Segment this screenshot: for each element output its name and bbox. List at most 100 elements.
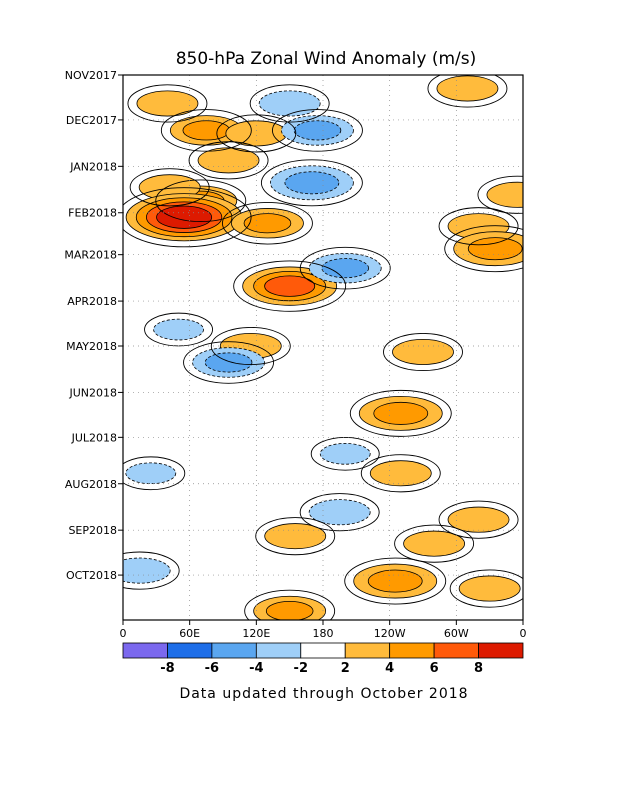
anomaly-contour bbox=[369, 460, 432, 487]
zero-contour bbox=[444, 225, 523, 273]
colorbar-swatch bbox=[122, 642, 168, 659]
y-tick-label: DEC2017 bbox=[66, 114, 117, 127]
zero-contour bbox=[123, 456, 186, 491]
anomaly-contour bbox=[436, 75, 499, 102]
zero-contours bbox=[123, 75, 523, 620]
x-tick-label: 120W bbox=[374, 627, 406, 640]
colorbar-swatch bbox=[167, 642, 213, 659]
x-tick-label: 60W bbox=[444, 627, 469, 640]
x-tick-label: 0 bbox=[520, 627, 527, 640]
zero-contour bbox=[438, 500, 519, 539]
x-tick-label: 60E bbox=[179, 627, 200, 640]
zero-contour bbox=[155, 179, 247, 223]
zero-contour bbox=[129, 168, 210, 207]
anomaly-contour bbox=[447, 506, 510, 533]
zero-contour bbox=[477, 175, 523, 214]
x-axis: 0 60E 120E 180 120W 60W 0 bbox=[120, 620, 527, 640]
colorbar-label: -2 bbox=[294, 661, 308, 676]
anomaly-contour bbox=[321, 258, 370, 279]
zero-contour bbox=[427, 75, 508, 108]
y-tick-label: SEP2018 bbox=[68, 524, 117, 537]
zero-contour bbox=[438, 207, 519, 246]
colorbar-label: 8 bbox=[474, 661, 483, 676]
y-axis: NOV2017 DEC2017 JAN2018 FEB2018 MAR2018 APR20… bbox=[64, 69, 123, 582]
anomaly-contour bbox=[156, 205, 213, 229]
colorbar-swatch bbox=[433, 642, 479, 659]
anomaly-contour bbox=[125, 462, 177, 485]
zero-contour bbox=[255, 517, 336, 556]
x-tick-label: 120E bbox=[242, 627, 270, 640]
colorbar-label: -4 bbox=[249, 661, 263, 676]
anomaly-contour bbox=[243, 213, 292, 234]
colorbar-label: 4 bbox=[385, 661, 394, 676]
zero-contour bbox=[249, 84, 330, 123]
colorbar-swatch bbox=[255, 642, 302, 659]
y-tick-label: JAN2018 bbox=[69, 160, 117, 173]
zero-contour bbox=[344, 557, 447, 605]
colorbar-label: 6 bbox=[430, 661, 439, 676]
anomaly-contour bbox=[204, 352, 253, 373]
zero-contour bbox=[349, 389, 452, 437]
y-tick-label: MAR2018 bbox=[64, 249, 117, 262]
zero-contour bbox=[221, 201, 313, 245]
zero-contour bbox=[299, 246, 391, 290]
zero-contour bbox=[160, 109, 252, 152]
footer-note: Data updated through October 2018 bbox=[179, 686, 468, 702]
gridlines bbox=[123, 75, 523, 620]
zero-contour bbox=[127, 84, 208, 123]
anomaly-contour bbox=[265, 600, 314, 620]
zero-contour bbox=[210, 326, 291, 366]
zero-contour bbox=[394, 524, 475, 563]
anomaly-contour bbox=[123, 557, 171, 584]
anomaly-contour bbox=[258, 90, 321, 117]
x-tick-label: 180 bbox=[313, 627, 334, 640]
chart-title: 850-hPa Zonal Wind Anomaly (m/s) bbox=[176, 49, 477, 69]
colorbar-label: -6 bbox=[205, 661, 219, 676]
zero-contour bbox=[310, 436, 380, 471]
anomaly-contour bbox=[264, 523, 327, 550]
zero-contour bbox=[123, 551, 180, 590]
anomaly-contour bbox=[284, 171, 340, 195]
anomaly-contour bbox=[467, 237, 523, 261]
anomaly-contour bbox=[293, 120, 342, 141]
colorbar-swatch bbox=[211, 642, 257, 659]
anomaly-contour bbox=[403, 530, 466, 557]
zero-contour bbox=[216, 114, 297, 153]
zero-contour bbox=[123, 187, 252, 248]
zero-contour bbox=[271, 109, 363, 152]
colorbar-swatch bbox=[478, 642, 524, 659]
y-tick-label: AUG2018 bbox=[65, 478, 117, 491]
zero-contour bbox=[188, 141, 269, 180]
y-tick-label: JUL2018 bbox=[71, 431, 117, 444]
zero-contour bbox=[183, 341, 275, 384]
zero-contour bbox=[360, 454, 441, 493]
y-tick-label: JUN2018 bbox=[68, 386, 117, 399]
colorbar-label: 2 bbox=[341, 661, 350, 676]
colorbar-swatch bbox=[389, 642, 435, 659]
zero-contour bbox=[244, 589, 336, 620]
y-tick-label: FEB2018 bbox=[68, 207, 117, 220]
anomaly-field bbox=[123, 75, 523, 620]
colorbar-label: -8 bbox=[160, 661, 174, 676]
y-tick-label: APR2018 bbox=[67, 295, 117, 308]
zero-contour bbox=[260, 159, 363, 207]
anomaly-contour bbox=[367, 569, 423, 593]
colorbar: -8 -6 -4 -2 2 4 6 8 bbox=[122, 642, 524, 676]
zero-contour bbox=[299, 493, 380, 532]
colorbar-swatch bbox=[300, 642, 346, 659]
anomaly-contour bbox=[486, 181, 523, 208]
colorbar-swatch bbox=[344, 642, 391, 659]
anomaly-contour bbox=[458, 575, 521, 602]
anomaly-contour bbox=[392, 338, 454, 365]
x-tick-label: 0 bbox=[120, 627, 127, 640]
y-tick-label: NOV2017 bbox=[65, 69, 117, 82]
zero-contour bbox=[449, 569, 523, 608]
anomaly-contour bbox=[153, 318, 204, 341]
anomaly-contour bbox=[308, 499, 371, 526]
anomaly-contour bbox=[264, 275, 316, 297]
anomaly-contour bbox=[319, 443, 371, 465]
zero-contour bbox=[233, 260, 347, 312]
zero-contour bbox=[383, 332, 463, 372]
anomaly-contour bbox=[373, 401, 429, 425]
